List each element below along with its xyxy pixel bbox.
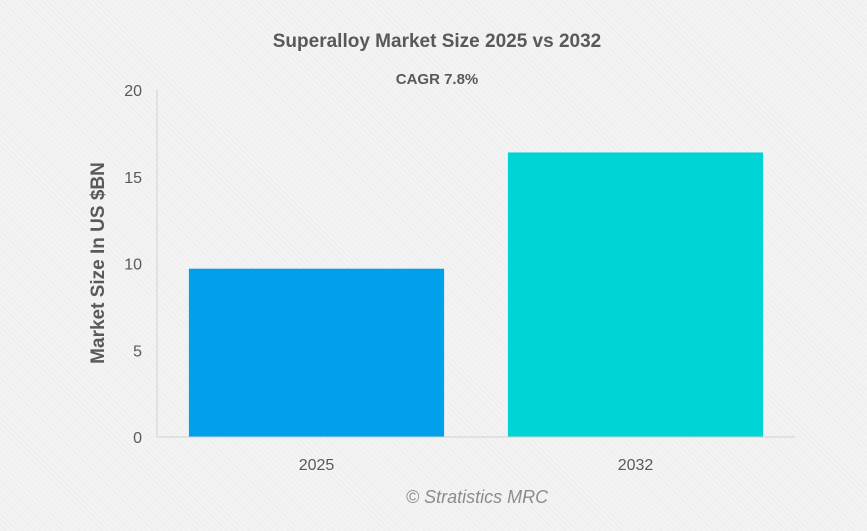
y-tick-label: 15 [124, 170, 142, 187]
chart-subtitle: CAGR 7.8% [396, 71, 479, 88]
y-axis-label: Market Size In US $BN [88, 162, 109, 364]
y-tick-label: 20 [124, 83, 142, 100]
x-tick-label: 2032 [618, 457, 654, 474]
bar-2032 [507, 152, 764, 437]
bar-2025 [188, 268, 445, 437]
y-tick-label: 10 [124, 257, 142, 274]
bars [188, 152, 764, 437]
y-tick-label: 0 [133, 430, 142, 447]
y-axis-ticks: 0 5 10 15 20 [124, 83, 142, 447]
x-axis-ticks: 2025 2032 [299, 457, 654, 474]
watermark: © Stratistics MRC [406, 487, 549, 507]
y-tick-label: 5 [133, 343, 142, 360]
chart-title: Superalloy Market Size 2025 vs 2032 [273, 31, 601, 52]
x-tick-label: 2025 [299, 457, 335, 474]
